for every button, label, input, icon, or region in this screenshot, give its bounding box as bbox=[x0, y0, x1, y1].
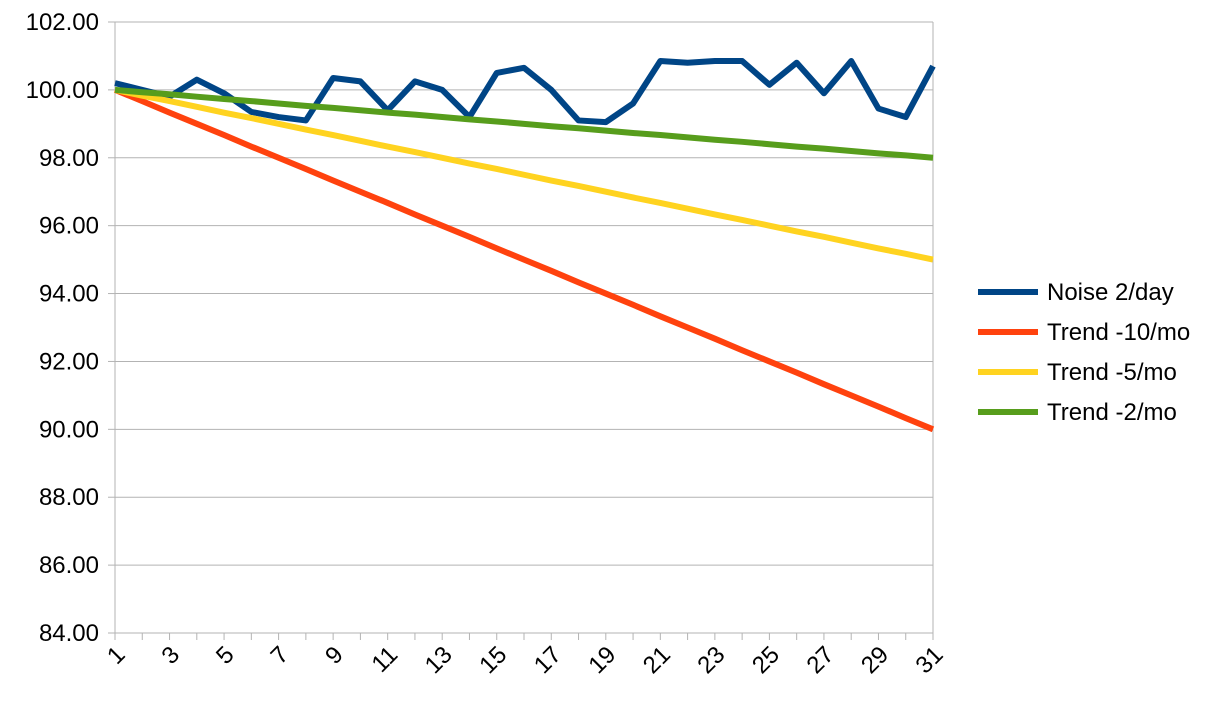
x-tick-label: 13 bbox=[420, 641, 458, 679]
x-tick-label: 25 bbox=[747, 641, 785, 679]
series-line-3 bbox=[114, 86, 934, 263]
x-tick-label: 1 bbox=[102, 641, 131, 670]
legend: Noise 2/day Trend -10/mo Trend -5/mo Trend … bbox=[978, 279, 1190, 426]
y-tick-label: 94.00 bbox=[39, 281, 99, 308]
y-tick-label: 88.00 bbox=[39, 484, 99, 511]
series-line-2 bbox=[113, 87, 935, 433]
x-tick-label: 9 bbox=[320, 641, 349, 670]
x-tick-label: 21 bbox=[638, 641, 676, 679]
x-tick-label: 17 bbox=[529, 641, 567, 679]
series-line-1 bbox=[114, 58, 936, 126]
x-tick-labels: 1 3 5 7 9 11 13 15 17 19 21 23 25 27 29 31 bbox=[102, 641, 949, 679]
legend-item: Trend -5/mo bbox=[978, 359, 1177, 386]
legend-item: Trend -2/mo bbox=[978, 399, 1177, 426]
y-tick-label: 84.00 bbox=[39, 620, 99, 647]
series-lines bbox=[113, 58, 936, 433]
legend-label: Trend -2/mo bbox=[1047, 399, 1177, 426]
y-tick-labels: 84.00 86.00 88.00 90.00 92.00 94.00 96.00 98.00… bbox=[26, 9, 99, 647]
legend-item: Trend -10/mo bbox=[978, 319, 1190, 346]
legend-label: Trend -5/mo bbox=[1047, 359, 1177, 386]
x-tick-label: 11 bbox=[367, 641, 404, 678]
y-tick-label: 90.00 bbox=[39, 416, 99, 443]
y-tick-label: 100.00 bbox=[26, 77, 99, 104]
grid-lines bbox=[115, 21, 933, 634]
x-tick-label: 7 bbox=[266, 641, 295, 670]
y-tick-label: 96.00 bbox=[39, 213, 99, 240]
x-tick-label: 15 bbox=[474, 641, 512, 679]
x-tick-label: 23 bbox=[692, 641, 730, 679]
x-tick-label: 27 bbox=[802, 641, 840, 679]
legend-label: Trend -10/mo bbox=[1047, 319, 1190, 346]
x-tick-label: 3 bbox=[157, 641, 186, 670]
legend-label: Noise 2/day bbox=[1047, 279, 1174, 306]
x-tick-label: 31 bbox=[911, 641, 949, 679]
x-tick-label: 5 bbox=[211, 641, 240, 670]
y-tick-label: 102.00 bbox=[26, 9, 99, 36]
y-tick-label: 92.00 bbox=[39, 348, 99, 375]
x-tick-label: 29 bbox=[856, 641, 894, 679]
y-tick-label: 98.00 bbox=[39, 145, 99, 172]
series-line-4 bbox=[114, 86, 934, 161]
legend-item: Noise 2/day bbox=[978, 279, 1174, 306]
y-tick-label: 86.00 bbox=[39, 552, 99, 579]
axes bbox=[108, 21, 934, 640]
x-tick-label: 19 bbox=[583, 641, 621, 679]
